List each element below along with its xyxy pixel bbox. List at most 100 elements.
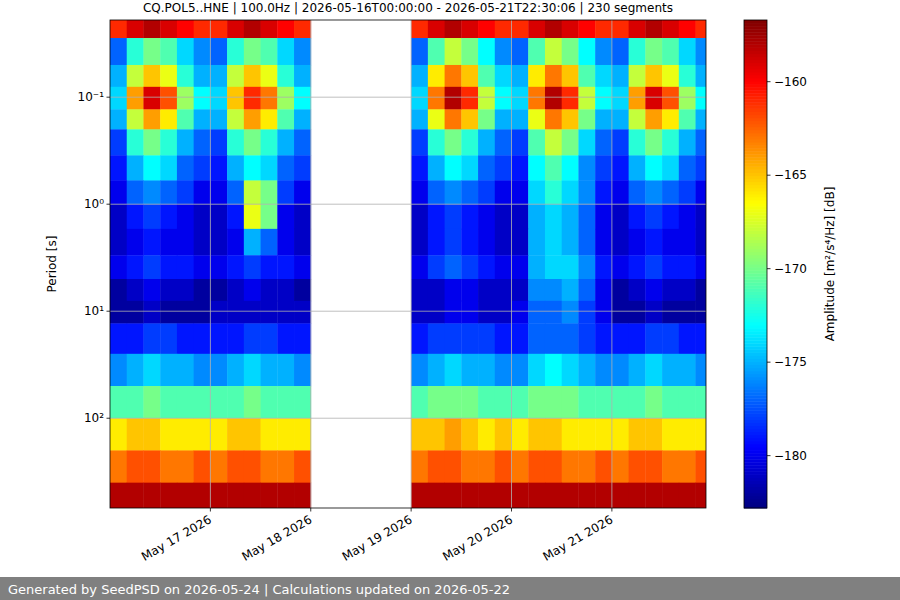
heatmap-cell: [562, 109, 579, 129]
heatmap-cell: [696, 323, 706, 354]
colorbar-strip: [744, 465, 767, 469]
heatmap-cell: [595, 279, 612, 301]
heatmap-cell: [629, 255, 646, 279]
colorbar-strip: [744, 502, 767, 506]
heatmap-cell: [428, 129, 445, 155]
heatmap-cell: [411, 180, 428, 204]
heatmap-cell: [662, 418, 679, 451]
heatmap-cell: [110, 20, 127, 38]
grid-line: [411, 20, 412, 508]
heatmap-cell: [495, 229, 512, 256]
heatmap-cell: [277, 483, 294, 508]
heatmap-cell: [194, 109, 211, 129]
heatmap-cell: [244, 354, 261, 387]
heatmap-cell: [143, 87, 160, 110]
heatmap-cell: [461, 279, 478, 301]
heatmap-cell: [662, 38, 679, 65]
heatmap-cell: [127, 155, 144, 180]
heatmap-cell: [528, 323, 545, 354]
heatmap-cell: [210, 109, 227, 129]
heatmap-cell: [160, 255, 177, 279]
heatmap-cell: [143, 229, 160, 256]
colorbar-strip: [744, 270, 767, 274]
heatmap-cell: [411, 483, 428, 508]
heatmap-cell: [261, 301, 278, 324]
heatmap-cell: [578, 450, 595, 483]
heatmap-cell: [261, 229, 278, 256]
heatmap-cell: [528, 418, 545, 451]
heatmap-cell: [411, 229, 428, 256]
colorbar-strip: [744, 203, 767, 207]
heatmap-cell: [662, 279, 679, 301]
heatmap-cell: [277, 255, 294, 279]
heatmap-cell: [445, 129, 462, 155]
heatmap-cell: [445, 109, 462, 129]
heatmap-cell: [679, 20, 696, 38]
heatmap-cell: [110, 109, 127, 129]
heatmap-cell: [411, 450, 428, 483]
heatmap-cell: [562, 450, 579, 483]
heatmap-cell: [528, 180, 545, 204]
colorbar-strip: [744, 295, 767, 299]
heatmap-cell: [227, 450, 244, 483]
colorbar-strip: [744, 96, 767, 100]
heatmap-cell: [478, 301, 495, 324]
heatmap-cell: [261, 129, 278, 155]
heatmap-cell: [461, 204, 478, 229]
y-tick-label: 10²: [84, 411, 104, 425]
heatmap-cell: [244, 180, 261, 204]
heatmap-cells: [110, 20, 706, 508]
colorbar-strip: [744, 282, 767, 286]
heatmap-cell: [595, 180, 612, 204]
heatmap-cell: [227, 38, 244, 65]
heatmap-cell: [595, 129, 612, 155]
heatmap-cell: [244, 204, 261, 229]
heatmap-cell: [662, 180, 679, 204]
heatmap-cell: [411, 109, 428, 129]
heatmap-cell: [679, 109, 696, 129]
heatmap-cell: [578, 301, 595, 324]
heatmap-cell: [478, 65, 495, 87]
heatmap-cell: [562, 204, 579, 229]
heatmap-cell: [645, 386, 662, 419]
colorbar-strip: [744, 212, 767, 216]
heatmap-cell: [478, 386, 495, 419]
heatmap-cell: [261, 255, 278, 279]
heatmap-cell: [110, 354, 127, 387]
heatmap-cell: [461, 87, 478, 110]
heatmap-cell: [277, 204, 294, 229]
heatmap-cell: [478, 87, 495, 110]
colorbar-strip: [744, 66, 767, 70]
heatmap-cell: [428, 87, 445, 110]
heatmap-cell: [629, 450, 646, 483]
colorbar-strip: [744, 474, 767, 478]
heatmap-cell: [662, 155, 679, 180]
colorbar-strip: [744, 255, 767, 259]
footer-bar: [0, 577, 900, 600]
colorbar-strip: [744, 377, 767, 381]
heatmap-cell: [612, 38, 629, 65]
heatmap-cell: [679, 301, 696, 324]
heatmap-cell: [495, 418, 512, 451]
heatmap-cell: [210, 180, 227, 204]
heatmap-cell: [143, 129, 160, 155]
heatmap-cell: [528, 483, 545, 508]
heatmap-cell: [127, 229, 144, 256]
colorbar-strip: [744, 121, 767, 125]
heatmap-cell: [261, 204, 278, 229]
colorbar-strip: [744, 401, 767, 405]
heatmap-cell: [495, 129, 512, 155]
heatmap-cell: [277, 386, 294, 419]
heatmap-cell: [210, 87, 227, 110]
colorbar-strip: [744, 478, 767, 482]
heatmap-cell: [595, 204, 612, 229]
colorbar-strip: [744, 54, 767, 58]
colorbar-tick-label: −165: [774, 168, 807, 182]
heatmap-cell: [562, 38, 579, 65]
heatmap-cell: [445, 279, 462, 301]
colorbar-strip: [744, 154, 767, 158]
heatmap-cell: [629, 386, 646, 419]
heatmap-cell: [428, 38, 445, 65]
heatmap-cell: [545, 301, 562, 324]
heatmap-cell: [227, 229, 244, 256]
